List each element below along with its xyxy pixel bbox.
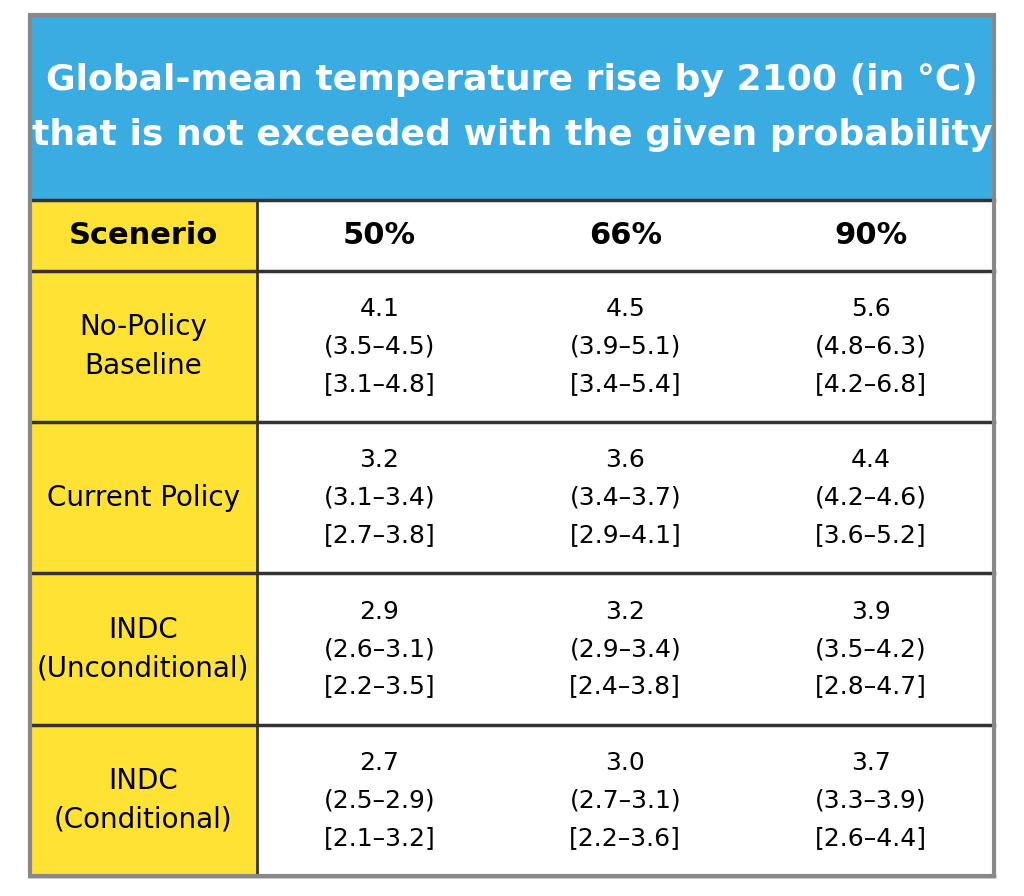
Bar — [257, 573, 503, 725]
Text: INDC
(Conditional): INDC (Conditional) — [54, 767, 232, 834]
Bar — [503, 573, 749, 725]
Bar — [503, 725, 749, 876]
Text: 3.6
(3.4–3.7)
[2.9–4.1]: 3.6 (3.4–3.7) [2.9–4.1] — [569, 448, 681, 547]
Bar — [30, 725, 257, 876]
Text: 2.9
(2.6–3.1)
[2.2–3.5]: 2.9 (2.6–3.1) [2.2–3.5] — [324, 599, 435, 698]
Bar — [257, 725, 503, 876]
Text: 2.7
(2.5–2.9)
[2.1–3.2]: 2.7 (2.5–2.9) [2.1–3.2] — [324, 751, 435, 849]
Text: No-Policy
Baseline: No-Policy Baseline — [79, 313, 207, 380]
Text: Scenerio: Scenerio — [69, 221, 218, 250]
Bar — [30, 422, 257, 573]
Bar — [257, 200, 503, 271]
Bar — [30, 15, 994, 200]
Bar — [749, 271, 994, 422]
Text: 3.7
(3.3–3.9)
[2.6–4.4]: 3.7 (3.3–3.9) [2.6–4.4] — [815, 751, 927, 849]
Bar — [503, 422, 749, 573]
Text: 4.1
(3.5–4.5)
[3.1–4.8]: 4.1 (3.5–4.5) [3.1–4.8] — [324, 297, 435, 396]
Bar — [257, 271, 503, 422]
Text: 5.6
(4.8–6.3)
[4.2–6.8]: 5.6 (4.8–6.3) [4.2–6.8] — [815, 297, 927, 396]
Text: 3.2
(2.9–3.4)
[2.4–3.8]: 3.2 (2.9–3.4) [2.4–3.8] — [569, 599, 681, 698]
Bar — [503, 200, 749, 271]
Text: 66%: 66% — [589, 221, 662, 250]
Text: 90%: 90% — [835, 221, 907, 250]
Text: 3.9
(3.5–4.2)
[2.8–4.7]: 3.9 (3.5–4.2) [2.8–4.7] — [815, 599, 927, 698]
Bar — [749, 422, 994, 573]
Text: 3.2
(3.1–3.4)
[2.7–3.8]: 3.2 (3.1–3.4) [2.7–3.8] — [324, 448, 435, 547]
Bar — [749, 200, 994, 271]
Text: 4.4
(4.2–4.6)
[3.6–5.2]: 4.4 (4.2–4.6) [3.6–5.2] — [815, 448, 927, 547]
Bar — [503, 271, 749, 422]
Bar — [30, 200, 257, 271]
Bar — [749, 725, 994, 876]
Bar — [30, 573, 257, 725]
Bar — [30, 271, 257, 422]
Bar — [749, 573, 994, 725]
Text: Global-mean temperature rise by 2100 (in °C): Global-mean temperature rise by 2100 (in… — [46, 63, 978, 97]
Text: 3.0
(2.7–3.1)
[2.2–3.6]: 3.0 (2.7–3.1) [2.2–3.6] — [569, 751, 681, 849]
Text: INDC
(Unconditional): INDC (Unconditional) — [37, 616, 250, 683]
Bar — [257, 422, 503, 573]
Text: 4.5
(3.9–5.1)
[3.4–5.4]: 4.5 (3.9–5.1) [3.4–5.4] — [569, 297, 681, 396]
Text: that is not exceeded with the given probability: that is not exceeded with the given prob… — [32, 118, 992, 152]
Text: 50%: 50% — [343, 221, 416, 250]
Text: Current Policy: Current Policy — [47, 484, 240, 512]
